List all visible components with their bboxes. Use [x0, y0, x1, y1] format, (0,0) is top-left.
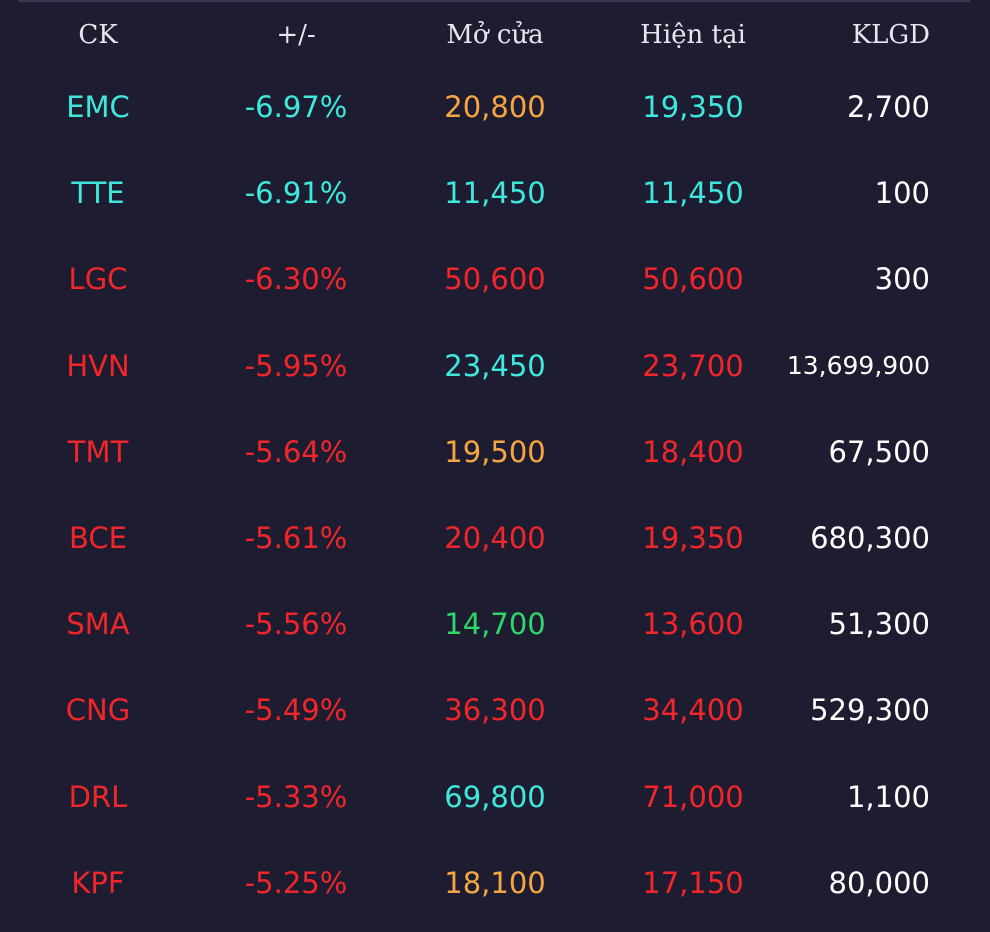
table-row[interactable]: EMC -6.97% 20,800 19,350 2,700 — [0, 64, 990, 150]
stock-symbol: HVN — [66, 348, 130, 383]
table-row[interactable]: CNG -5.49% 36,300 34,400 529,300 — [0, 667, 990, 753]
change-percent: -5.56% — [244, 607, 348, 642]
stock-symbol: LGC — [68, 262, 128, 297]
open-price: 20,800 — [444, 90, 546, 124]
table-row[interactable]: BCE -5.61% 20,400 19,350 680,300 — [0, 495, 990, 581]
table-row[interactable]: HVN -5.95% 23,450 23,700 13,699,900 — [0, 323, 990, 409]
current-price: 19,350 — [642, 90, 744, 124]
open-price: 18,100 — [444, 865, 546, 900]
change-percent: -5.61% — [244, 521, 348, 555]
current-price: 13,600 — [642, 607, 744, 642]
header-volume[interactable]: KLGD — [851, 20, 930, 50]
trade-volume: 13,699,900 — [786, 350, 930, 380]
current-price: 23,700 — [642, 348, 744, 383]
open-price: 69,800 — [444, 779, 546, 814]
open-price: 36,300 — [444, 693, 546, 728]
trade-volume: 67,500 — [828, 434, 930, 469]
table-row[interactable]: KPF -5.25% 18,100 17,150 80,000 — [0, 840, 990, 926]
current-price: 34,400 — [642, 693, 744, 728]
table-row[interactable]: DRL -5.33% 69,800 71,000 1,100 — [0, 754, 990, 840]
current-price: 18,400 — [642, 434, 744, 469]
trade-volume: 51,300 — [828, 607, 930, 642]
header-change[interactable]: +/- — [276, 20, 316, 50]
trade-volume: 300 — [874, 262, 930, 297]
trade-volume: 2,700 — [846, 90, 930, 124]
stock-symbol: EMC — [66, 90, 130, 124]
open-price: 19,500 — [444, 434, 546, 469]
table-row[interactable]: LGC -6.30% 50,600 50,600 300 — [0, 236, 990, 322]
change-percent: -5.33% — [244, 779, 348, 814]
current-price: 11,450 — [642, 176, 744, 211]
stock-symbol: TTE — [71, 176, 125, 211]
open-price: 11,450 — [444, 176, 546, 211]
trade-volume: 100 — [874, 176, 930, 211]
change-percent: -5.64% — [244, 434, 348, 469]
stock-symbol: CNG — [65, 693, 131, 728]
current-price: 17,150 — [642, 865, 744, 900]
trade-volume: 529,300 — [810, 693, 930, 728]
open-price: 14,700 — [444, 607, 546, 642]
header-open[interactable]: Mở cửa — [446, 20, 544, 50]
change-percent: -5.49% — [244, 693, 348, 728]
current-price: 19,350 — [642, 521, 744, 555]
change-percent: -6.30% — [244, 262, 348, 297]
table-row[interactable]: TMT -5.64% 19,500 18,400 67,500 — [0, 409, 990, 495]
stock-symbol: DRL — [68, 779, 128, 814]
header-ck[interactable]: CK — [78, 20, 118, 50]
current-price: 71,000 — [642, 779, 744, 814]
open-price: 20,400 — [444, 521, 546, 555]
open-price: 23,450 — [444, 348, 546, 383]
trade-volume: 1,100 — [846, 779, 930, 814]
stock-symbol: KPF — [71, 865, 125, 900]
change-percent: -5.25% — [244, 865, 348, 900]
change-percent: -6.91% — [244, 176, 348, 211]
change-percent: -6.97% — [244, 90, 348, 124]
stock-symbol: TMT — [67, 434, 129, 469]
trade-volume: 80,000 — [828, 865, 930, 900]
header-current[interactable]: Hiện tại — [640, 20, 746, 50]
open-price: 50,600 — [444, 262, 546, 297]
change-percent: -5.95% — [244, 348, 348, 383]
top-divider — [18, 0, 970, 2]
stock-symbol: SMA — [66, 607, 130, 642]
trade-volume: 680,300 — [810, 521, 930, 555]
stock-symbol: BCE — [69, 521, 127, 555]
table-header: CK +/- Mở cửa Hiện tại KLGD — [0, 0, 990, 70]
current-price: 50,600 — [642, 262, 744, 297]
table-row[interactable]: TTE -6.91% 11,450 11,450 100 — [0, 150, 990, 236]
table-row[interactable]: SMA -5.56% 14,700 13,600 51,300 — [0, 581, 990, 667]
